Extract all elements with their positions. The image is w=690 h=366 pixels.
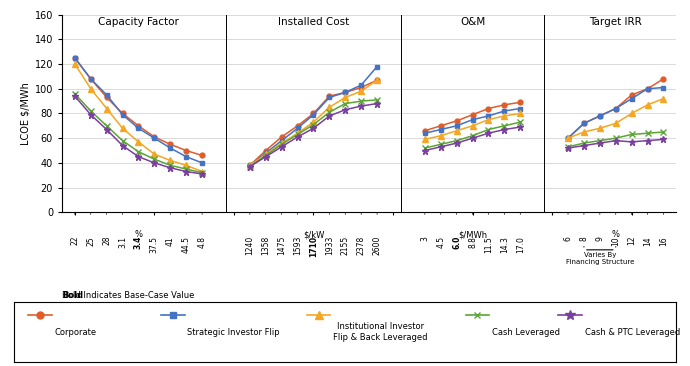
Text: Varies By
Financing Structure: Varies By Financing Structure [566, 252, 634, 265]
Text: 1240: 1240 [246, 236, 255, 255]
Text: 3: 3 [420, 236, 429, 241]
Text: 8: 8 [580, 236, 589, 241]
Text: %: % [135, 230, 142, 239]
Text: Institutional Investor
Flip & Back Leveraged: Institutional Investor Flip & Back Lever… [333, 322, 428, 342]
Text: Cash & PTC Leveraged: Cash & PTC Leveraged [585, 328, 680, 337]
Text: 1933: 1933 [325, 236, 334, 255]
Text: Cash Leveraged: Cash Leveraged [492, 328, 560, 337]
Text: 1710: 1710 [309, 236, 318, 257]
Text: Bold Indicates Base-Case Value: Bold Indicates Base-Case Value [62, 291, 195, 300]
Text: 1358: 1358 [262, 236, 270, 255]
Text: 8.8: 8.8 [468, 236, 477, 248]
Text: 14.3: 14.3 [500, 236, 509, 253]
Text: Installed Cost: Installed Cost [278, 17, 349, 27]
Text: Corporate: Corporate [55, 328, 97, 337]
Text: 2600: 2600 [373, 236, 382, 255]
Text: 1593: 1593 [293, 236, 302, 255]
Text: 37.5: 37.5 [150, 236, 159, 253]
Text: 6: 6 [564, 236, 573, 241]
Text: 3.4: 3.4 [134, 236, 143, 249]
Text: 41: 41 [166, 236, 175, 246]
Text: 2155: 2155 [341, 236, 350, 255]
Text: O&M: O&M [460, 17, 485, 27]
Text: 12: 12 [627, 236, 636, 246]
Y-axis label: LCOE $/MWh: LCOE $/MWh [21, 82, 30, 145]
Text: Capacity Factor: Capacity Factor [98, 17, 179, 27]
Text: $/kW: $/kW [303, 230, 324, 239]
Text: Bold: Bold [62, 291, 83, 300]
Text: 3.1: 3.1 [118, 236, 127, 248]
Text: 44.5: 44.5 [181, 236, 190, 253]
Text: 14: 14 [643, 236, 652, 246]
Text: 28: 28 [102, 236, 111, 246]
Text: Target IRR: Target IRR [589, 17, 642, 27]
Text: 6.0: 6.0 [452, 236, 461, 249]
Text: 16: 16 [659, 236, 668, 246]
Text: 17.0: 17.0 [516, 236, 525, 253]
Text: 1475: 1475 [277, 236, 286, 255]
Text: 10: 10 [611, 236, 620, 246]
Text: 9: 9 [595, 236, 604, 241]
Text: 22: 22 [70, 236, 79, 246]
Text: Strategic Investor Flip: Strategic Investor Flip [188, 328, 280, 337]
Text: 4.8: 4.8 [197, 236, 206, 248]
Text: 4.5: 4.5 [436, 236, 445, 248]
Text: $/MWh: $/MWh [458, 230, 487, 239]
Text: 25: 25 [86, 236, 95, 246]
Text: %: % [612, 230, 620, 239]
Text: 2378: 2378 [357, 236, 366, 255]
Text: 11.5: 11.5 [484, 236, 493, 253]
